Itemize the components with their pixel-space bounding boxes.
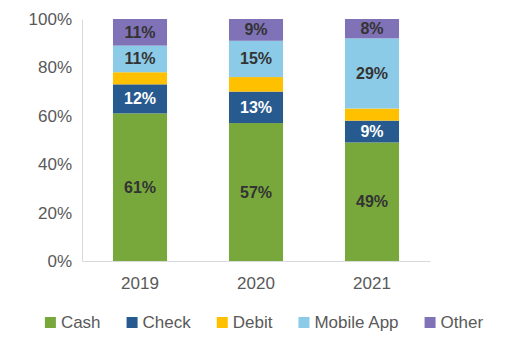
y-tick: 100% (29, 10, 82, 29)
bar-segment (345, 142, 399, 261)
bar-segment (113, 19, 167, 46)
data-label: 12% (124, 90, 156, 107)
data-label: 11% (124, 24, 155, 41)
bar-segment (113, 113, 167, 261)
data-label: 49% (356, 193, 388, 210)
y-tick: 60% (38, 107, 82, 126)
y-tick-label: 40% (38, 155, 72, 174)
y-tick-label: 100% (29, 10, 72, 29)
y-tick-label: 80% (38, 58, 72, 77)
y-axis: 0% 20% 40% 60% 80% 100% (29, 10, 83, 271)
data-label: 11% (124, 50, 155, 67)
bar-segment (229, 77, 283, 92)
data-labels: 61% 57% 49% 12% 13% 9% 11% 15% 29% 11% 9% 8% (124, 20, 388, 210)
x-tick: 2019 (121, 261, 159, 293)
legend: Cash Check Debit Mobile App Other (45, 313, 484, 332)
x-axis-line (83, 261, 431, 262)
data-label: 57% (240, 184, 272, 201)
data-label: 13% (240, 99, 272, 116)
legend-swatch (217, 317, 228, 328)
bar-segment (113, 46, 167, 73)
data-label: 9% (360, 123, 383, 140)
legend-item: Check (127, 313, 192, 332)
data-label: 61% (124, 179, 156, 196)
y-tick: 40% (38, 155, 82, 174)
x-tick: 2021 (353, 261, 391, 293)
y-tick-label: 60% (38, 107, 72, 126)
bar-segment (229, 92, 283, 123)
y-tick: 0% (47, 252, 82, 271)
y-tick: 80% (38, 58, 82, 77)
legend-item: Mobile App (298, 313, 398, 332)
legend-item: Other (425, 313, 484, 332)
bar-segment (113, 72, 167, 84)
bar-segment (345, 121, 399, 143)
chart: 61% 57% 49% 12% 13% 9% 11% 15% 29% 11% 9% 8% 0% 20% 40… (0, 0, 528, 346)
data-label: 9% (244, 21, 267, 38)
y-axis-line (82, 20, 83, 262)
data-label: 15% (240, 50, 272, 67)
x-tick-label: 2021 (353, 274, 391, 293)
bar-segment (113, 84, 167, 113)
legend-swatch (298, 317, 309, 328)
legend-swatch (425, 317, 436, 328)
bar-segment (345, 109, 399, 121)
y-tick-label: 0% (47, 252, 72, 271)
legend-item: Debit (217, 313, 273, 332)
bar-segment (345, 38, 399, 108)
legend-item: Cash (45, 313, 101, 332)
bar-segment (229, 19, 283, 41)
x-tick-label: 2020 (237, 274, 275, 293)
legend-label: Cash (61, 313, 101, 332)
legend-label: Mobile App (314, 313, 398, 332)
legend-swatch (127, 317, 138, 328)
x-tick: 2020 (237, 261, 275, 293)
x-tick-label: 2019 (121, 274, 159, 293)
bar-segment (229, 41, 283, 77)
bar-segment (229, 123, 283, 261)
x-axis: 2019 2020 2021 (83, 261, 431, 293)
y-tick: 20% (38, 204, 82, 223)
data-label: 8% (360, 20, 383, 37)
legend-label: Debit (233, 313, 273, 332)
legend-label: Check (143, 313, 192, 332)
data-label: 29% (356, 65, 388, 82)
bars (113, 19, 399, 261)
legend-label: Other (441, 313, 484, 332)
y-tick-label: 20% (38, 204, 72, 223)
bar-segment (345, 19, 399, 38)
legend-swatch (45, 317, 56, 328)
